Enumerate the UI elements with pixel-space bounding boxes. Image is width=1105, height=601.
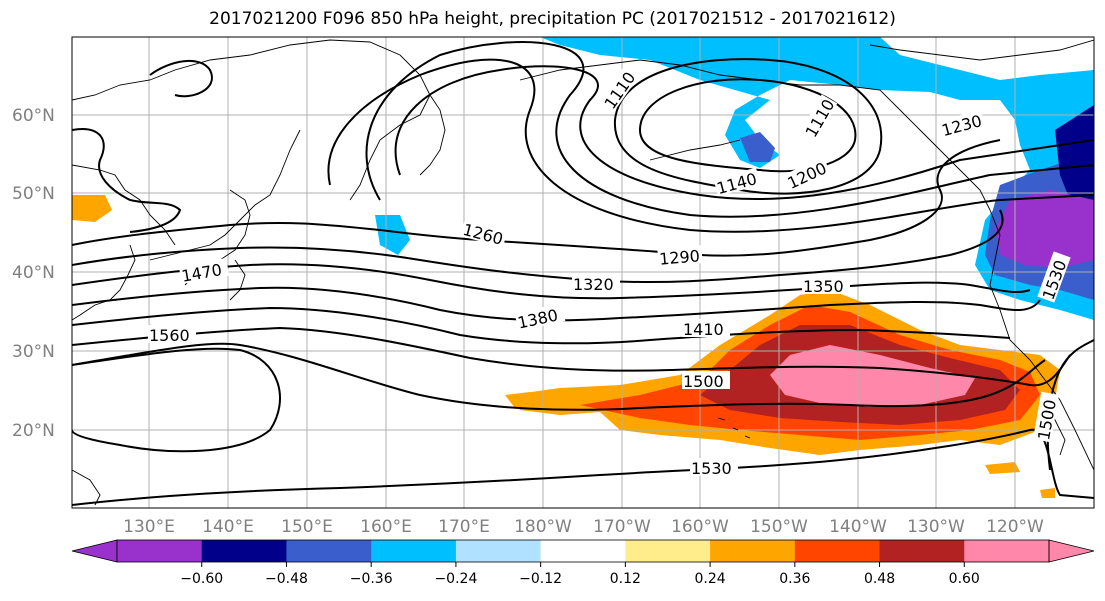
lat-label-40n: 40°N <box>12 263 55 283</box>
colorbar-tick-label: −0.36 <box>350 571 393 587</box>
colorbar-tick-label: 0.60 <box>949 571 980 587</box>
colorbar-swatch <box>201 540 287 562</box>
lon-label-140w: 140°W <box>829 517 887 537</box>
height-contours <box>72 41 1094 506</box>
lon-label-130w: 130°W <box>907 517 965 537</box>
lat-label-60n: 60°N <box>12 106 55 126</box>
colorbar-tick-label: 0.12 <box>610 571 641 587</box>
contour-label-1530-a: 1530 <box>691 459 732 478</box>
colorbar-tick-label: 0.36 <box>779 571 810 587</box>
contour-label-1500-a: 1500 <box>683 372 724 391</box>
contour-label-1410: 1410 <box>683 320 724 339</box>
colorbar-swatch <box>540 540 626 562</box>
contour-label-1290: 1290 <box>658 246 700 268</box>
map-title: 2017021200 F096 850 hPa height, precipit… <box>209 9 896 29</box>
lat-label-50n: 50°N <box>12 184 55 204</box>
contour-label-1320: 1320 <box>573 275 614 294</box>
colorbar-swatch <box>117 540 203 562</box>
lon-label-150e: 150°E <box>281 517 333 537</box>
colorbar-tick-label: −0.24 <box>434 571 477 587</box>
latitude-labels: 60°N 50°N 40°N 30°N 20°N <box>12 106 55 441</box>
colorbar-extend-low <box>71 539 118 563</box>
colorbar-extend-high <box>1048 539 1095 563</box>
colorbar-swatch <box>625 540 711 562</box>
lat-label-30n: 30°N <box>12 342 55 362</box>
map-frame <box>71 36 1095 509</box>
colorbar-swatch <box>371 540 457 562</box>
colorbar-swatch <box>286 540 372 562</box>
lon-label-120w: 120°W <box>986 517 1044 537</box>
lon-label-130e: 130°E <box>123 517 175 537</box>
colorbar-tick-label: −0.60 <box>180 571 223 587</box>
lon-label-150w: 150°W <box>750 517 808 537</box>
lon-label-180w: 180°W <box>514 517 572 537</box>
colorbar-tick-label: 0.48 <box>864 571 895 587</box>
colorbar-swatch <box>964 540 1050 562</box>
colorbar-tick-label: 0.24 <box>695 571 726 587</box>
lon-label-170e: 170°E <box>438 517 490 537</box>
contour-label-1350: 1350 <box>803 277 844 296</box>
lon-label-160e: 160°E <box>360 517 412 537</box>
colorbar-swatch <box>710 540 796 562</box>
longitude-labels: 130°E 140°E 150°E 160°E 170°E 180°W 170°… <box>123 517 1044 537</box>
colorbar-tick-label: −0.48 <box>265 571 308 587</box>
lon-label-160w: 160°W <box>671 517 729 537</box>
colorbar-tick-label: −0.12 <box>519 571 562 587</box>
lat-label-20n: 20°N <box>12 421 55 441</box>
colorbar-swatch <box>879 540 965 562</box>
colorbar: −0.60 −0.48 −0.36 −0.24 −0.12 0.12 0.24 0.36 0.4… <box>71 539 1095 587</box>
colorbar-swatch <box>455 540 542 562</box>
contour-label-1560: 1560 <box>149 326 190 345</box>
lon-label-170w: 170°W <box>593 517 651 537</box>
colorbar-swatch <box>794 540 881 562</box>
colorbar-outline <box>116 539 1050 563</box>
lon-label-140e: 140°E <box>202 517 254 537</box>
lat-lon-grid <box>72 37 1094 508</box>
